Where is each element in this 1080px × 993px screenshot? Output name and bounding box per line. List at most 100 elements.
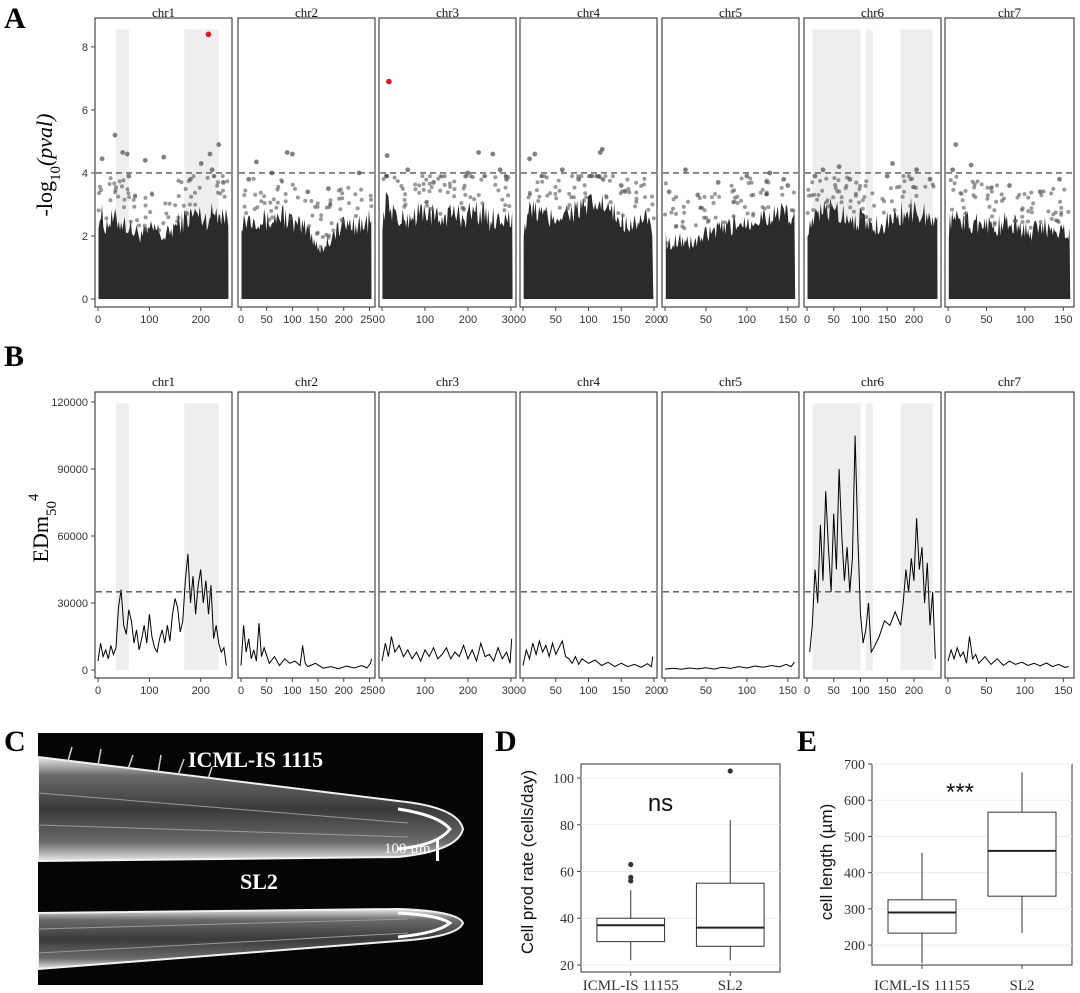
snp-point	[127, 195, 132, 200]
snp-point	[745, 211, 750, 216]
x-tick-label: 100	[283, 314, 301, 326]
snp-point	[764, 192, 769, 197]
snp-point	[289, 151, 295, 157]
snp-point	[1015, 195, 1020, 200]
edm-line-chr4	[522, 639, 654, 668]
snp-point	[990, 214, 995, 219]
snp-point	[1029, 210, 1034, 215]
snp-point	[193, 190, 197, 195]
y-axis: 0 2 4 6 8	[82, 42, 95, 306]
snp-point	[258, 190, 263, 195]
snp-point	[427, 174, 432, 179]
snp-point	[751, 213, 755, 218]
snp-point	[674, 224, 679, 228]
snp-point	[442, 174, 447, 179]
snp-point	[114, 185, 118, 190]
x-tick-label: 50	[828, 685, 840, 697]
snp-point	[810, 180, 815, 185]
snp-point	[717, 194, 722, 199]
highlight-region-chr6-1	[865, 29, 873, 299]
snp-point	[216, 180, 220, 185]
snp-point	[537, 194, 542, 199]
x-tick-label: 150	[779, 685, 797, 697]
snp-point	[731, 214, 736, 219]
snp-point	[143, 227, 148, 232]
snp-point	[767, 170, 773, 176]
snp-point	[193, 202, 198, 207]
snp-point	[470, 175, 475, 180]
snp-point	[985, 193, 990, 198]
snp-point	[303, 198, 308, 203]
snp-point	[310, 213, 315, 218]
snp-point	[567, 191, 572, 196]
snp-point	[559, 167, 565, 173]
snp-point	[748, 176, 753, 181]
panel-letter-c: C	[4, 725, 26, 758]
snp-point	[961, 205, 966, 210]
snp-point	[914, 167, 920, 173]
snp-point	[276, 184, 281, 189]
snp-point	[295, 195, 300, 200]
snp-point	[860, 198, 865, 203]
snp-point	[313, 204, 317, 209]
snp-point	[284, 150, 290, 155]
snp-point	[244, 211, 249, 216]
snp-point	[536, 199, 541, 203]
y-tick-label: 90000	[57, 464, 88, 476]
density-band-chr4	[523, 194, 654, 299]
x-tick-label: 50	[261, 314, 273, 326]
snp-point	[427, 181, 432, 186]
snp-point	[532, 151, 538, 157]
snp-point	[417, 183, 422, 188]
facet-label-chr3: chr3	[436, 5, 459, 20]
density-band-chr7	[948, 210, 1071, 299]
x-tick-label: 0	[945, 314, 951, 326]
snp-point	[622, 188, 627, 193]
x-tick-label: 100	[738, 685, 756, 697]
x-tick-label: 100	[283, 685, 301, 697]
snp-point	[963, 211, 968, 216]
snp-point	[626, 187, 631, 191]
snp-point	[729, 183, 734, 188]
snp-point	[1053, 210, 1058, 215]
boxplot-e: 200 300 400 500 600 700 ICML-IS 11155 SL2 cell l…	[817, 758, 1073, 993]
snp-point	[695, 192, 701, 198]
y-tick-label: 40	[560, 912, 574, 927]
snp-point	[496, 188, 501, 193]
facet-label-chr4: chr4	[577, 5, 601, 20]
snp-point	[336, 188, 341, 193]
x-tick-label: 200	[335, 685, 353, 697]
snp-point	[671, 206, 675, 211]
snp-point	[1026, 219, 1030, 224]
snp-point	[902, 189, 906, 194]
snp-point	[634, 199, 639, 204]
y-axis-label-e: cell length (µm)	[817, 804, 836, 921]
facet-frame-chr1	[94, 391, 233, 679]
snp-point	[963, 216, 967, 221]
snp-point	[132, 204, 137, 209]
snp-point	[634, 190, 639, 195]
snp-point	[1028, 225, 1033, 230]
facet-chr3: chr3 0 100 200 300	[378, 374, 520, 697]
x-category-label: SL2	[1009, 978, 1034, 993]
snp-point	[157, 228, 162, 233]
snp-point	[122, 205, 126, 210]
snp-point	[553, 185, 558, 189]
snp-point	[739, 176, 744, 181]
snp-point	[791, 190, 796, 195]
snp-point	[405, 167, 411, 173]
y-tick-label: 20	[560, 959, 574, 974]
edm-line-chr7	[947, 636, 1069, 668]
x-tick-label: 250	[360, 314, 378, 326]
snp-point	[283, 199, 288, 204]
facet-frame-chr7	[944, 17, 1075, 308]
snp-point	[503, 185, 508, 190]
snp-point	[216, 142, 222, 147]
snp-point	[1026, 209, 1031, 214]
snp-point	[620, 213, 625, 218]
snp-point	[952, 181, 957, 186]
snp-point	[908, 204, 913, 208]
density-band-chr5	[665, 202, 796, 299]
y-axis-label-b: EDm504	[26, 493, 60, 562]
snp-point	[735, 194, 740, 199]
